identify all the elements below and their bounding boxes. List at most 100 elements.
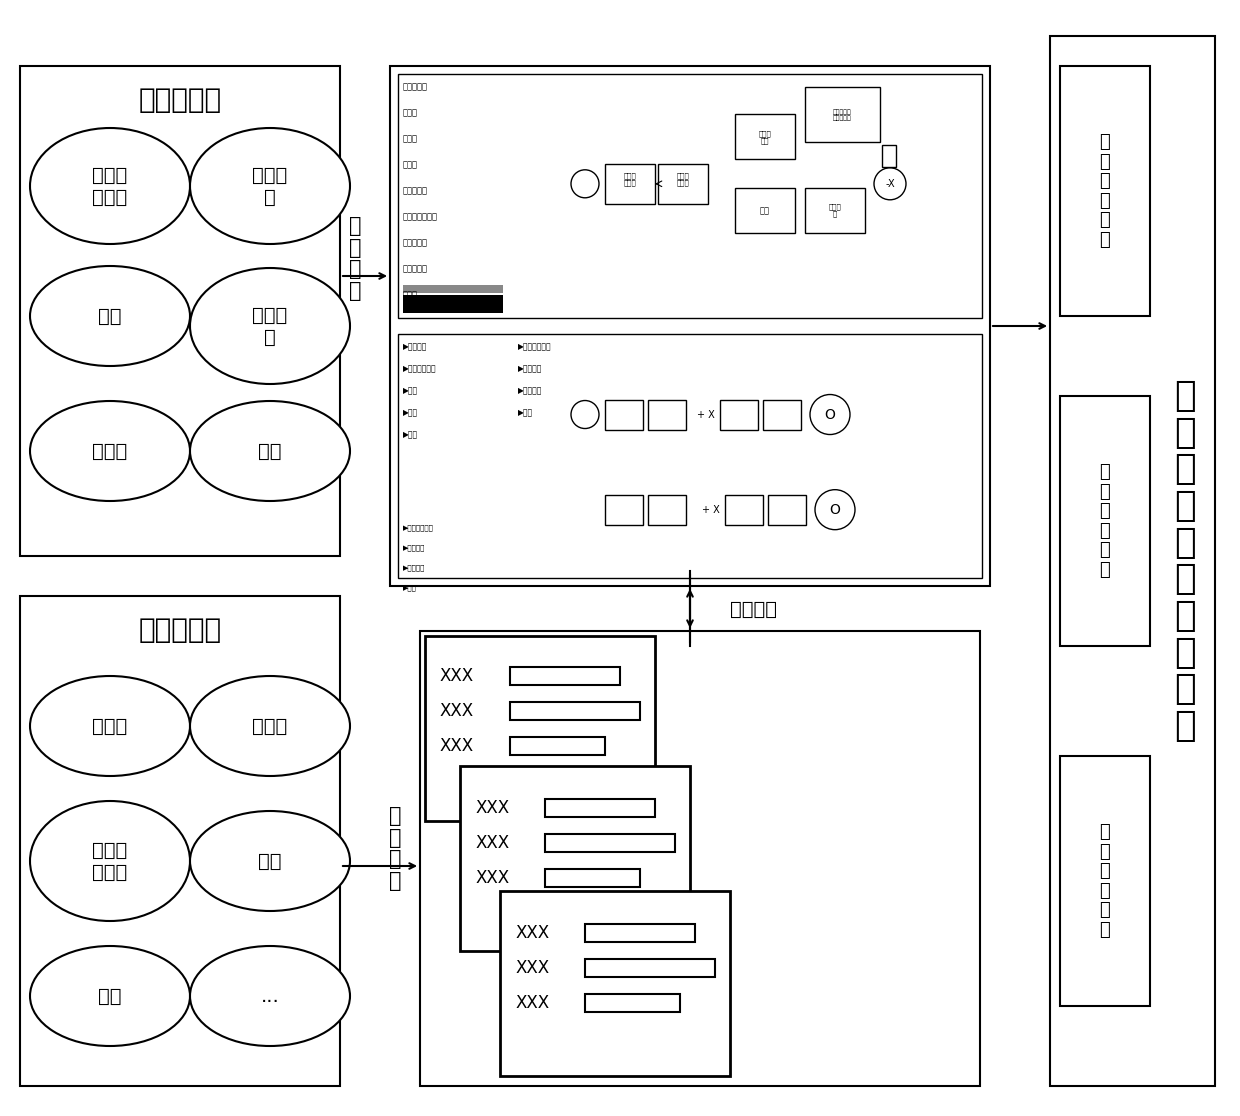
Bar — [510, 667, 620, 685]
Text: 规定点
描述: 规定点 描述 — [759, 131, 771, 144]
Ellipse shape — [30, 801, 190, 921]
Text: XXX: XXX — [440, 667, 474, 685]
Text: ▶承迹: ▶承迹 — [518, 408, 533, 417]
Text: 下拉框: 下拉框 — [253, 716, 288, 735]
Bar — [420, 631, 980, 1086]
Ellipse shape — [190, 128, 350, 244]
Bar — [649, 494, 686, 525]
Text: ...: ... — [260, 987, 279, 1006]
Text: ▶中间触发事件: ▶中间触发事件 — [403, 364, 436, 373]
Text: 业
务
流
程
解
析: 业 务 流 程 解 析 — [1100, 134, 1110, 249]
Text: XXX: XXX — [515, 959, 549, 976]
Ellipse shape — [30, 946, 190, 1046]
Text: 运维: 运维 — [760, 206, 770, 215]
Bar — [805, 187, 866, 232]
Text: XXX: XXX — [475, 834, 510, 852]
Text: ▶中间事件: ▶中间事件 — [518, 364, 542, 373]
Text: ＞结构: ＞结构 — [403, 134, 418, 143]
Bar — [725, 494, 763, 525]
Circle shape — [570, 170, 599, 198]
Ellipse shape — [190, 811, 350, 911]
Bar — [1060, 66, 1149, 316]
Ellipse shape — [30, 266, 190, 366]
Text: 流
程
执
行
监
控: 流 程 执 行 监 控 — [1100, 463, 1110, 578]
Ellipse shape — [30, 676, 190, 776]
Bar — [510, 702, 640, 720]
Text: XXX: XXX — [475, 799, 510, 817]
Bar — [1060, 396, 1149, 646]
Text: 配置数
量: 配置数 量 — [828, 204, 842, 218]
Bar — [398, 74, 982, 318]
Bar — [720, 400, 758, 430]
Bar — [460, 766, 689, 951]
Text: 单选组
合按钮: 单选组 合按钮 — [92, 840, 128, 882]
Text: ▶结束事件: ▶结束事件 — [518, 386, 542, 395]
Bar — [768, 494, 806, 525]
Bar — [403, 295, 503, 312]
Text: 表单设计器: 表单设计器 — [139, 616, 222, 644]
Circle shape — [815, 490, 856, 530]
Text: O: O — [825, 407, 836, 422]
Bar — [605, 494, 644, 525]
Bar — [605, 400, 644, 430]
Text: ▶网关: ▶网关 — [403, 430, 418, 439]
Text: ▶承迹: ▶承迹 — [403, 585, 417, 591]
Text: 文本框: 文本框 — [92, 716, 128, 735]
Text: ＞结束事件: ＞结束事件 — [403, 264, 428, 273]
Bar — [585, 959, 715, 976]
Bar — [585, 994, 680, 1012]
Bar — [585, 924, 694, 942]
Bar — [1060, 756, 1149, 1006]
Bar — [658, 164, 708, 204]
Bar — [391, 66, 990, 586]
Text: 流程配
置定义: 流程配 置定义 — [624, 172, 636, 185]
Bar — [546, 869, 640, 887]
Bar — [735, 115, 795, 160]
Text: 图标: 图标 — [258, 852, 281, 870]
Text: ▶中间事件: ▶中间事件 — [403, 545, 425, 551]
Circle shape — [810, 395, 849, 434]
Text: -X: -X — [885, 179, 895, 189]
Text: ▶边界事件: ▶边界事件 — [403, 341, 428, 352]
Text: 活
动
业
务
流
程
执
行
引
擎: 活 动 业 务 流 程 执 行 引 擎 — [1174, 378, 1195, 743]
Text: 连接线: 连接线 — [92, 442, 128, 461]
Bar — [605, 164, 655, 204]
Text: ▶中间触发事件: ▶中间触发事件 — [403, 525, 434, 531]
Bar — [649, 400, 686, 430]
Bar — [20, 596, 340, 1086]
Text: + X: + X — [702, 504, 720, 514]
Text: 中间事
件: 中间事 件 — [253, 306, 288, 346]
Text: XXX: XXX — [440, 737, 474, 756]
Text: 网关: 网关 — [98, 307, 122, 326]
Text: ＞中间事件: ＞中间事件 — [403, 238, 428, 247]
Text: 定
制
表
单: 定 制 表 单 — [389, 806, 402, 891]
Circle shape — [570, 401, 599, 429]
Bar — [546, 834, 675, 852]
Text: XXX: XXX — [515, 994, 549, 1012]
Text: ▶中间触发事件: ▶中间触发事件 — [518, 341, 552, 352]
Text: 活动: 活动 — [258, 442, 281, 461]
Bar — [805, 87, 880, 143]
Bar — [403, 285, 503, 294]
Text: 绑定协议: 绑定协议 — [730, 599, 777, 618]
Text: ＞边界事件: ＞边界事件 — [403, 186, 428, 195]
Text: ＞网关: ＞网关 — [403, 160, 418, 169]
Ellipse shape — [30, 128, 190, 244]
Ellipse shape — [190, 268, 350, 384]
Text: XXX: XXX — [515, 924, 549, 942]
Text: 绑
定
表
单
解
析: 绑 定 表 单 解 析 — [1100, 824, 1110, 939]
Text: XXX: XXX — [475, 869, 510, 887]
Text: ＞中间触发事件: ＞中间触发事件 — [403, 212, 438, 221]
Text: 定
制
流
程: 定 制 流 程 — [348, 217, 361, 301]
Bar — [546, 799, 655, 817]
Bar — [1050, 36, 1215, 1086]
Text: ＞活动: ＞活动 — [403, 108, 418, 117]
Circle shape — [874, 167, 906, 200]
Text: 流程设计器: 流程设计器 — [139, 86, 222, 114]
Ellipse shape — [190, 401, 350, 501]
Text: 规则库系统
（主副工）: 规则库系统 （主副工） — [832, 109, 852, 122]
Bar — [398, 334, 982, 578]
Ellipse shape — [190, 676, 350, 776]
Ellipse shape — [30, 401, 190, 501]
Text: ＞承迹: ＞承迹 — [403, 290, 418, 299]
